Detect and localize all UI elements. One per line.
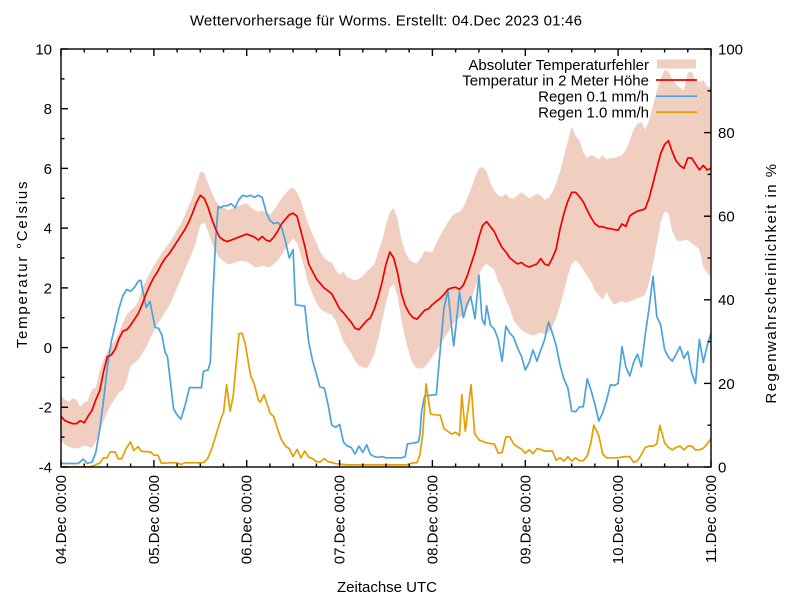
svg-text:Zeitachse UTC: Zeitachse UTC <box>337 579 437 596</box>
svg-text:8: 8 <box>44 101 52 118</box>
svg-text:04.Dec 00:00: 04.Dec 00:00 <box>53 475 70 564</box>
svg-text:80: 80 <box>718 125 735 142</box>
svg-text:-4: -4 <box>39 459 52 476</box>
svg-text:11.Dec 00:00: 11.Dec 00:00 <box>703 475 720 563</box>
svg-text:Temperatur in 2 Meter Höhe: Temperatur in 2 Meter Höhe <box>462 73 649 90</box>
svg-text:Regen 0.1 mm/h: Regen 0.1 mm/h <box>538 89 649 106</box>
svg-text:Regenwahrscheinlichkeit in %: Regenwahrscheinlichkeit in % <box>763 162 780 403</box>
svg-text:08.Dec 00:00: 08.Dec 00:00 <box>424 475 441 564</box>
svg-text:Absoluter Temperaturfehler: Absoluter Temperaturfehler <box>468 57 649 74</box>
svg-text:09.Dec 00:00: 09.Dec 00:00 <box>517 475 534 564</box>
svg-text:100: 100 <box>718 41 743 58</box>
svg-text:10.Dec 00:00: 10.Dec 00:00 <box>610 475 627 564</box>
svg-text:Temperatur °Celsius: Temperatur °Celsius <box>14 180 31 348</box>
svg-text:05.Dec 00:00: 05.Dec 00:00 <box>146 475 163 564</box>
svg-text:Regen 1.0 mm/h: Regen 1.0 mm/h <box>538 105 649 122</box>
svg-text:0: 0 <box>44 340 52 357</box>
svg-text:60: 60 <box>718 209 735 226</box>
svg-text:4: 4 <box>44 221 52 238</box>
svg-text:10: 10 <box>35 41 52 58</box>
svg-text:0: 0 <box>718 459 726 476</box>
svg-text:06.Dec 00:00: 06.Dec 00:00 <box>239 475 256 564</box>
svg-text:40: 40 <box>718 292 735 309</box>
svg-text:2: 2 <box>44 280 52 297</box>
svg-text:-2: -2 <box>39 400 52 417</box>
svg-text:20: 20 <box>718 376 735 393</box>
svg-text:Wettervorhersage für Worms. Er: Wettervorhersage für Worms. Erstellt: 04… <box>190 13 582 30</box>
svg-text:6: 6 <box>44 161 52 178</box>
svg-text:07.Dec 00:00: 07.Dec 00:00 <box>332 475 349 564</box>
